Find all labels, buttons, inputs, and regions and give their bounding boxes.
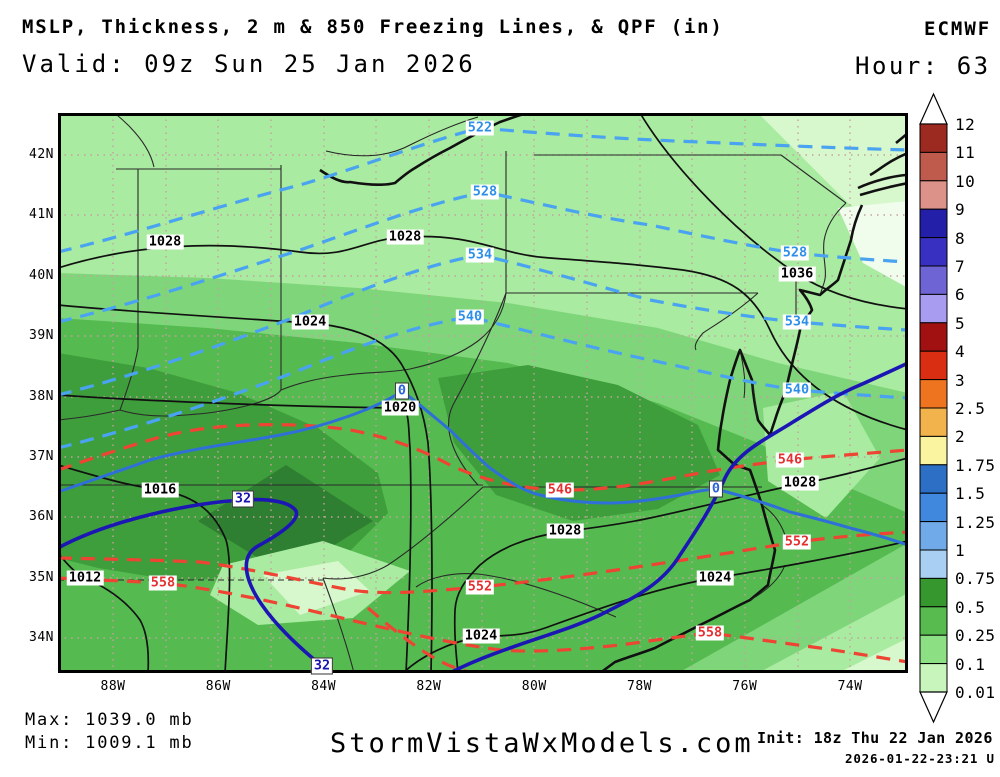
max-pressure-label: Max: 1039.0 mb bbox=[25, 710, 194, 730]
colorbar-tick-1.5: 1.5 bbox=[955, 484, 986, 504]
colorbar-segment-6 bbox=[919, 293, 948, 324]
colorbar-tick-1.75: 1.75 bbox=[955, 455, 996, 475]
freezing-lines bbox=[58, 361, 908, 673]
coast-detail bbox=[325, 116, 787, 601]
colorbar-segment-2 bbox=[919, 180, 948, 210]
lon-label-86W: 86W bbox=[205, 679, 231, 694]
colorbar-tick-0.25: 0.25 bbox=[955, 626, 996, 646]
colorbar-tick-7: 7 bbox=[955, 257, 966, 276]
qpf-shading bbox=[58, 113, 908, 673]
colorbar-segment-16 bbox=[919, 577, 948, 608]
colorbar-arrow-up bbox=[919, 92, 948, 125]
colorbar-tick-0.75: 0.75 bbox=[955, 569, 996, 589]
colorbar bbox=[919, 92, 948, 724]
lat-label-38N: 38N bbox=[29, 388, 54, 404]
colorbar-tick-1: 1 bbox=[955, 541, 966, 560]
lon-label-84W: 84W bbox=[311, 679, 337, 694]
colorbar-segment-8 bbox=[919, 350, 948, 381]
colorbar-tick-10: 10 bbox=[955, 171, 976, 191]
colorbar-tick-0.5: 0.5 bbox=[955, 597, 986, 617]
colorbar-tick-0.01: 0.01 bbox=[955, 683, 996, 702]
colorbar-tick-3: 3 bbox=[955, 370, 966, 390]
colorbar-tick-0.1: 0.1 bbox=[955, 654, 986, 674]
min-pressure-label: Min: 1009.1 mb bbox=[25, 733, 194, 753]
colorbar-tick-9: 9 bbox=[955, 200, 966, 220]
colorbar-tick-2.5: 2.5 bbox=[955, 399, 986, 418]
lat-label-34N: 34N bbox=[29, 630, 54, 646]
freezing-2m-line-east bbox=[449, 361, 908, 673]
colorbar-segment-10 bbox=[919, 407, 948, 437]
lat-label-35N: 35N bbox=[29, 569, 54, 585]
run-timestamp: 2026-01-22-23:21 U bbox=[845, 751, 995, 766]
lat-label-36N: 36N bbox=[29, 509, 54, 525]
weather-map-canvas bbox=[58, 113, 908, 673]
freezing-2m-line-west bbox=[58, 497, 334, 673]
colorbar-tick-2: 2 bbox=[955, 427, 966, 447]
lon-label-82W: 82W bbox=[416, 679, 442, 694]
mslp-contours bbox=[58, 113, 908, 673]
colorbar-segment-11 bbox=[919, 435, 948, 466]
lon-label-88W: 88W bbox=[100, 679, 126, 694]
colorbar-tick-4: 4 bbox=[955, 342, 966, 362]
colorbar-tick-1.25: 1.25 bbox=[955, 512, 996, 532]
colorbar-tick-12: 12 bbox=[955, 115, 976, 134]
colorbar-segment-18 bbox=[919, 634, 948, 665]
thickness-558 bbox=[58, 576, 908, 664]
colorbar-segment-9 bbox=[919, 379, 948, 409]
colorbar-segment-4 bbox=[919, 237, 948, 267]
lake-erie-shore bbox=[319, 113, 532, 187]
colorbar-arrow-down bbox=[919, 691, 948, 724]
colorbar-segment-13 bbox=[919, 492, 948, 523]
init-time-label: Init: 18z Thu 22 Jan 2026 bbox=[757, 729, 993, 747]
freezing-850-line bbox=[58, 389, 908, 547]
page-title: MSLP, Thickness, 2 m & 850 Freezing Line… bbox=[22, 16, 724, 38]
lat-label-37N: 37N bbox=[29, 449, 54, 464]
lat-label-41N: 41N bbox=[29, 207, 54, 223]
lon-label-76W: 76W bbox=[732, 679, 758, 694]
isobar-1028-north bbox=[58, 235, 908, 431]
colorbar-segment-7 bbox=[919, 322, 948, 352]
lat-label-42N: 42N bbox=[29, 147, 54, 162]
isobar-1036 bbox=[639, 113, 908, 310]
model-name-label: ECMWF bbox=[924, 18, 992, 40]
colorbar-tick-6: 6 bbox=[955, 285, 966, 305]
isobar-1016 bbox=[58, 464, 231, 673]
valid-time-label: Valid: 09z Sun 25 Jan 2026 bbox=[22, 50, 476, 78]
colorbar-tick-8: 8 bbox=[955, 228, 966, 248]
colorbar-segment-1 bbox=[919, 151, 948, 182]
isobar-1012 bbox=[58, 552, 150, 673]
lon-label-78W: 78W bbox=[627, 679, 652, 694]
colorbar-segment-12 bbox=[919, 464, 948, 494]
lon-label-80W: 80W bbox=[521, 679, 547, 694]
colorbar-segment-17 bbox=[919, 606, 948, 636]
colorbar-segment-0 bbox=[919, 123, 948, 153]
colorbar-tick-5: 5 bbox=[955, 313, 966, 333]
map-border bbox=[58, 113, 908, 673]
colorbar-segment-3 bbox=[919, 208, 948, 239]
thickness-546 bbox=[58, 423, 908, 492]
colorbar-segment-14 bbox=[919, 521, 948, 551]
colorbar-segment-19 bbox=[919, 663, 948, 693]
lat-label-39N: 39N bbox=[29, 328, 54, 344]
isobar-1024-west bbox=[58, 304, 433, 673]
colorbar-segment-15 bbox=[919, 549, 948, 579]
colorbar-segment-5 bbox=[919, 265, 948, 295]
lon-label-74W: 74W bbox=[837, 679, 863, 694]
forecast-hour-label: Hour: 63 bbox=[855, 52, 991, 80]
lat-label-40N: 40N bbox=[29, 267, 54, 283]
site-watermark: StormVistaWxModels.com bbox=[330, 728, 754, 759]
colorbar-tick-11: 11 bbox=[955, 143, 976, 163]
